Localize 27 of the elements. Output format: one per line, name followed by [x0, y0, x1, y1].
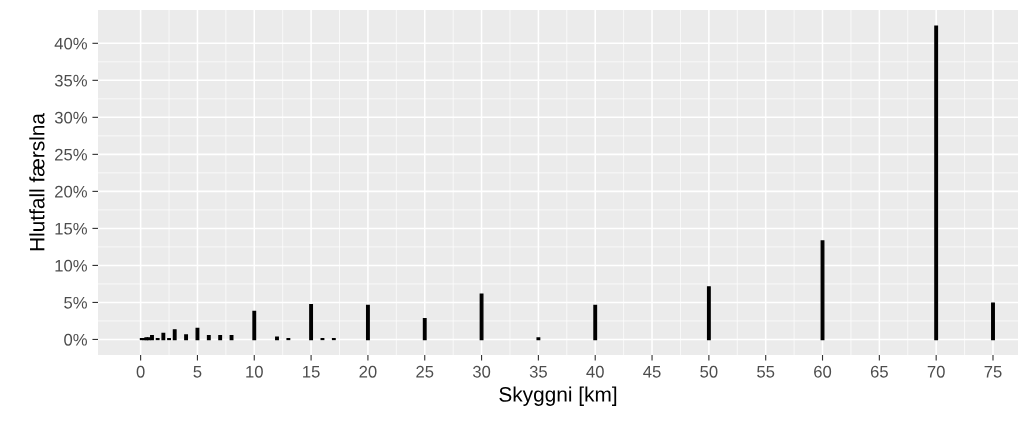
y-tick-label: 40%	[54, 37, 87, 50]
y-tick-label: 15%	[55, 222, 87, 235]
y-tick-label: 35%	[54, 74, 87, 87]
x-tick-label: 55	[757, 366, 775, 378]
x-tick-label: 45	[643, 366, 661, 378]
x-tick-label: 5	[193, 366, 202, 378]
x-tick-label: 20	[359, 365, 377, 378]
x-tick-label: 15	[303, 366, 320, 378]
x-tick-label: 50	[700, 365, 718, 378]
x-tick-label: 10	[246, 365, 263, 378]
x-tick-label: 40	[586, 365, 604, 378]
x-tick-label: 60	[814, 365, 832, 378]
y-axis-title: Hlutfall færslna	[29, 113, 45, 251]
x-tick-label: 30	[472, 365, 491, 378]
x-axis-title: Skyggni [km]	[499, 386, 617, 406]
y-tick-label: 30%	[54, 111, 87, 124]
y-tick-label: 20%	[55, 185, 87, 198]
y-tick-label: 10%	[55, 259, 87, 272]
y-tick-label: 0%	[64, 333, 87, 346]
y-tick-label: 5%	[64, 296, 87, 309]
x-tick-label: 65	[870, 365, 888, 378]
x-tick-label: 25	[416, 365, 434, 378]
x-tick-label: 35	[529, 365, 547, 378]
x-tick-label: 0	[136, 365, 145, 378]
x-tick-label: 70	[927, 365, 945, 378]
y-tick-label: 25%	[55, 148, 87, 161]
x-tick-label: 75	[984, 366, 1002, 378]
